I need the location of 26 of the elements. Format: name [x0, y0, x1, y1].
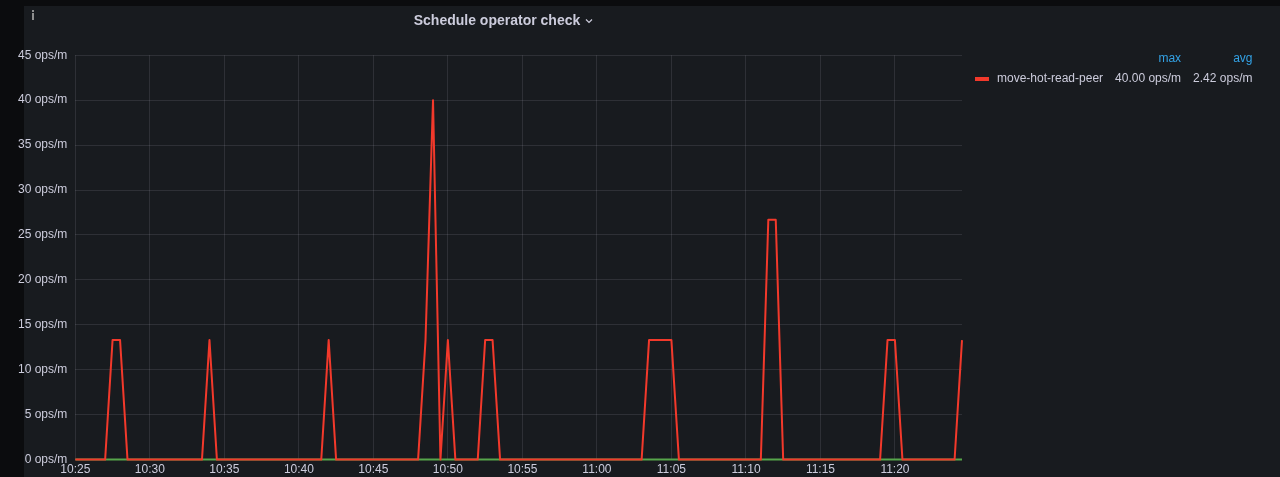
y-tick-label: 30 ops/m: [18, 182, 68, 197]
x-tick-label: 10:50: [432, 462, 464, 477]
x-tick-label: 11:00: [582, 462, 612, 477]
y-tick-label: 20 ops/m: [18, 272, 68, 287]
x-tick-label: 10:40: [283, 462, 315, 477]
y-tick-label: 15 ops/m: [18, 317, 68, 332]
y-tick-label: 10 ops/m: [18, 362, 68, 377]
text: 40.00 ops/m: [1114, 70, 1183, 87]
x-tick-label: 11:15: [805, 462, 836, 477]
y-tick-label: 35 ops/m: [18, 137, 68, 152]
x-tick-label: 11:10: [731, 462, 761, 477]
y-tick-label: 45 ops/m: [18, 47, 68, 62]
text: max: [1157, 50, 1183, 67]
text: 2.42 ops/m: [1192, 70, 1254, 87]
x-tick-label: 10:35: [209, 462, 240, 477]
y-tick-label: 5 ops/m: [24, 406, 68, 421]
chart-title: Schedule operator check: [413, 12, 581, 28]
x-tick-label: 10:55: [507, 462, 538, 477]
legend-label: move-hot-read-peer: [996, 70, 1105, 87]
y-tick-label: 40 ops/m: [18, 92, 68, 107]
text: avg: [1232, 50, 1254, 67]
y-tick-label: 25 ops/m: [18, 227, 68, 242]
x-tick-label: 10:45: [358, 462, 389, 477]
x-tick-label: 11:20: [880, 462, 910, 477]
x-tick-label: 11:05: [656, 462, 687, 477]
x-tick-label: 10:30: [134, 462, 166, 477]
